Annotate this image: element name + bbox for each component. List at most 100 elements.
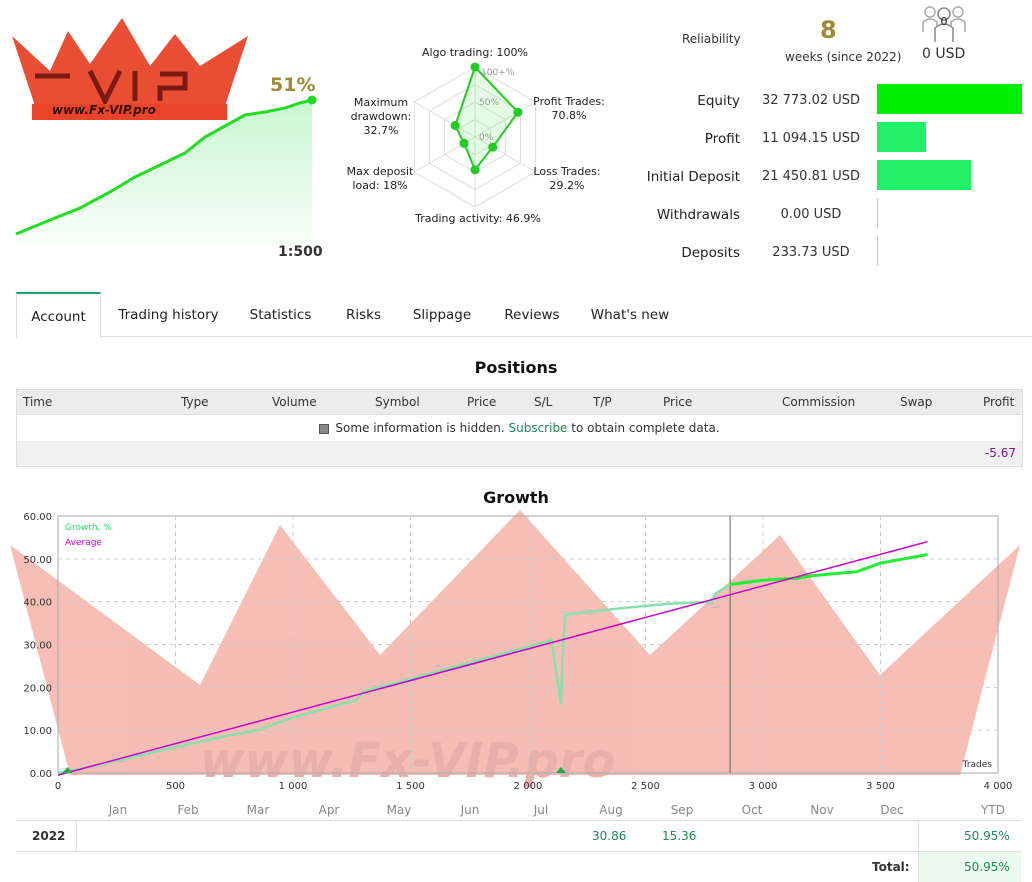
reliability-label: Reliability bbox=[682, 32, 741, 46]
month-header-row bbox=[16, 798, 1021, 821]
radar-load-label-text: Max deposit bbox=[340, 165, 420, 179]
radar-point-profit bbox=[513, 108, 522, 117]
radar-ring-label-100: 100+% bbox=[481, 68, 515, 78]
radar-ring-label-50: 50% bbox=[479, 98, 499, 108]
stat-bar bbox=[877, 122, 926, 152]
monthly-growth-table: Jan Feb Mar Apr May Jun Jul Aug Sep Oct … bbox=[16, 798, 1021, 881]
stat-label: Profit bbox=[705, 131, 740, 147]
radar-profit-label-value: 70.8% bbox=[530, 109, 608, 123]
year-col-divider bbox=[76, 820, 77, 851]
col-sl: S/L bbox=[534, 395, 552, 409]
tab-whats-new[interactable]: What's new bbox=[584, 292, 676, 336]
x-tick-label: 500 bbox=[166, 781, 185, 792]
col-price-current: Price bbox=[663, 395, 692, 409]
x-tick-label: 1 000 bbox=[279, 781, 308, 792]
radar-label-load: Max deposit load: 18% bbox=[340, 165, 420, 193]
total-label: Total: bbox=[872, 860, 910, 874]
tab-risks[interactable]: Risks bbox=[336, 292, 391, 336]
stat-value: 0.00 USD bbox=[756, 207, 866, 222]
subscribers-count: 0 bbox=[938, 15, 950, 28]
stat-label: Equity bbox=[697, 93, 740, 109]
growth-aug: 30.86 bbox=[592, 829, 626, 843]
tab-reviews[interactable]: Reviews bbox=[493, 292, 571, 336]
col-type: Type bbox=[181, 395, 209, 409]
legend-growth: Growth, % bbox=[65, 523, 112, 533]
radar-label-algo: Algo trading: 100% bbox=[420, 46, 530, 60]
positions-table: Time Type Volume Symbol Price S/L T/P Pr… bbox=[16, 389, 1023, 467]
radar-value-polygon bbox=[455, 67, 518, 170]
col-commission: Commission bbox=[782, 395, 855, 409]
month-jan: Jan bbox=[98, 803, 138, 817]
stat-row-withdrawals: Withdrawals 0.00 USD bbox=[630, 198, 1025, 232]
positions-header-row: Time Type Volume Symbol Price S/L T/P Pr… bbox=[17, 390, 1022, 415]
hidden-info-text: Some information is hidden. bbox=[335, 421, 504, 435]
x-tick-label: 0 bbox=[55, 781, 61, 792]
mini-growth-endpoint bbox=[308, 96, 317, 105]
col-profit: Profit bbox=[983, 395, 1014, 409]
tab-trading-history[interactable]: Trading history bbox=[111, 292, 226, 336]
subscribers-amount: 0 USD bbox=[922, 46, 965, 62]
stat-row-profit: Profit 11 094.15 USD bbox=[630, 122, 1025, 156]
year-label: 2022 bbox=[32, 829, 65, 843]
stat-bar bbox=[877, 236, 878, 266]
stat-value: 233.73 USD bbox=[756, 245, 866, 260]
radar-label-profit: Profit Trades: 70.8% bbox=[530, 95, 608, 123]
growth-chart: www.Fx-VIP.pro60.0050.0040.0030.0020.001… bbox=[0, 505, 1032, 805]
radar-chart: 100+%50%0% Algo trading: 100% Profit Tra… bbox=[330, 40, 630, 230]
tab-slippage[interactable]: Slippage bbox=[404, 292, 480, 336]
tab-bar: Account Trading history Statistics Risks… bbox=[16, 292, 1032, 337]
radar-point-activity bbox=[471, 165, 480, 174]
stat-row-initial-deposit: Initial Deposit 21 450.81 USD bbox=[630, 160, 1025, 194]
col-time: Time bbox=[23, 395, 52, 409]
logo: www.Fx-VIP.pro bbox=[10, 16, 250, 126]
month-may: May bbox=[379, 803, 419, 817]
leverage: 1:500 bbox=[278, 244, 323, 260]
x-tick-label: 3 000 bbox=[749, 781, 778, 792]
total-value: 50.95% bbox=[964, 860, 1010, 874]
month-nov: Nov bbox=[802, 803, 842, 817]
y-tick-label: 20.00 bbox=[23, 683, 52, 694]
stat-value: 32 773.02 USD bbox=[756, 93, 866, 108]
month-oct: Oct bbox=[732, 803, 772, 817]
col-tp: T/P bbox=[593, 395, 612, 409]
radar-drawdown-label-value: 32.7% bbox=[344, 124, 418, 138]
radar-drawdown-label-2: drawdown: bbox=[344, 110, 418, 124]
growth-ytd: 50.95% bbox=[964, 829, 1010, 843]
radar-point-load bbox=[460, 139, 469, 148]
month-ytd: YTD bbox=[973, 803, 1013, 817]
x-axis-label: Trades bbox=[962, 760, 993, 770]
y-tick-label: 10.00 bbox=[23, 726, 52, 737]
stat-label: Withdrawals bbox=[657, 207, 740, 223]
radar-point-loss bbox=[488, 143, 497, 152]
x-tick-label: 1 500 bbox=[396, 781, 425, 792]
y-tick-label: 0.00 bbox=[30, 769, 52, 780]
radar-loss-label-text: Loss Trades: bbox=[532, 165, 602, 179]
month-mar: Mar bbox=[238, 803, 278, 817]
growth-sep: 15.36 bbox=[662, 829, 696, 843]
stat-bar bbox=[877, 160, 971, 190]
tab-statistics[interactable]: Statistics bbox=[238, 292, 323, 336]
legend-average: Average bbox=[65, 538, 102, 548]
logo-website-text: www.Fx-VIP.pro bbox=[52, 103, 156, 117]
col-volume: Volume bbox=[272, 395, 317, 409]
month-jul: Jul bbox=[521, 803, 561, 817]
stat-label: Deposits bbox=[681, 245, 740, 261]
x-tick-label: 4 000 bbox=[984, 781, 1013, 792]
radar-label-loss: Loss Trades: 29.2% bbox=[532, 165, 602, 193]
radar-loss-label-value: 29.2% bbox=[532, 179, 602, 193]
tab-account[interactable]: Account bbox=[16, 292, 101, 338]
weeks-text: weeks (since 2022) bbox=[785, 50, 901, 64]
stat-row-equity: Equity 32 773.02 USD bbox=[630, 84, 1025, 118]
stat-bar bbox=[877, 84, 1022, 114]
subscribers-icon[interactable]: 0 bbox=[920, 2, 968, 46]
weeks-number: 8 bbox=[820, 16, 837, 44]
month-feb: Feb bbox=[168, 803, 208, 817]
x-tick-label: 2 000 bbox=[514, 781, 543, 792]
hidden-info-row: Some information is hidden. Subscribe to… bbox=[17, 415, 1022, 441]
subscribe-link[interactable]: Subscribe bbox=[508, 421, 567, 435]
radar-profit-label-text: Profit Trades: bbox=[530, 95, 608, 109]
col-price-open: Price bbox=[467, 395, 496, 409]
stat-value: 11 094.15 USD bbox=[756, 131, 866, 146]
month-sep: Sep bbox=[662, 803, 702, 817]
month-jun: Jun bbox=[450, 803, 490, 817]
